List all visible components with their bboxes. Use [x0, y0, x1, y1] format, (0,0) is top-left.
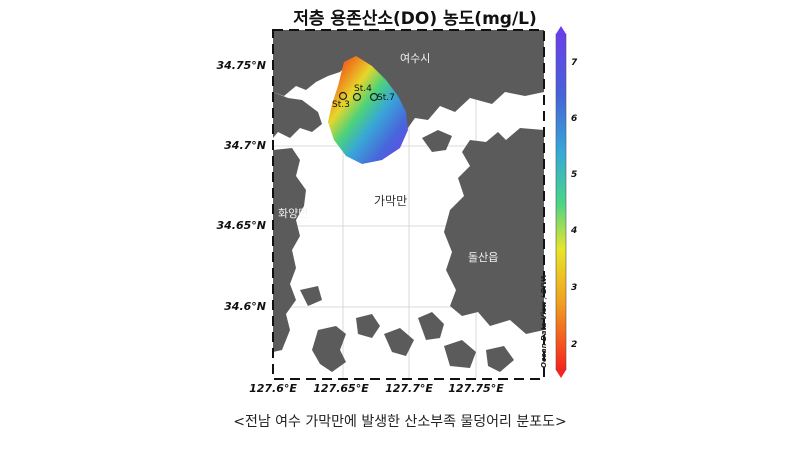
land-south-islands	[300, 286, 514, 372]
lat-tick-3475: 34.75°N	[216, 59, 267, 72]
colorbar-tick-4: 4	[571, 226, 578, 236]
label-gamak-bay: 가막만	[374, 194, 408, 208]
lon-tick-1277: 127.7°E	[385, 382, 433, 395]
station-st4-marker	[352, 92, 362, 102]
station-label-st4: St.4	[354, 84, 372, 94]
lat-tick-346: 34.6°N	[224, 300, 266, 313]
station-label-st3: St.3	[332, 100, 350, 110]
colorbar-tick-2: 2	[571, 340, 578, 350]
label-dolsan: 돌산읍	[468, 251, 499, 264]
colorbar-top-arrow	[556, 26, 566, 34]
colorbar-tick-5: 5	[571, 170, 578, 180]
land-west-upper	[273, 92, 322, 138]
land-yeosu	[273, 30, 544, 132]
colorbar-bottom-arrow	[556, 370, 566, 378]
station-label-st7: St.7	[377, 93, 395, 103]
lon-tick-12765: 127.65°E	[313, 382, 369, 395]
lat-tick-347: 34.7°N	[224, 139, 266, 152]
lon-tick-1276: 127.6°E	[249, 382, 297, 395]
map-title: 저층 용존산소(DO) 농도(mg/L)	[293, 9, 537, 29]
map-area	[273, 30, 544, 379]
lon-tick-12775: 127.75°E	[448, 382, 504, 395]
colorbar-tick-7: 7	[571, 58, 578, 68]
map-frame-border	[272, 29, 545, 380]
colorbar-tick-3: 3	[571, 283, 578, 293]
land-northeast	[422, 130, 452, 152]
lat-tick-3465: 34.65°N	[216, 219, 267, 232]
do-plume	[328, 56, 408, 164]
odv-credit: Ocean Data View / DIVA	[540, 274, 548, 368]
colorbar-tick-6: 6	[571, 114, 578, 124]
figure-caption: <전남 여수 가막만에 발생한 산소부족 물덩어리 분포도>	[233, 414, 567, 430]
land-hwayang	[273, 148, 306, 352]
label-hwayang: 화양면	[278, 207, 309, 220]
land-dolsan	[444, 128, 544, 334]
colorbar	[555, 33, 567, 371]
station-st7-marker	[369, 92, 379, 102]
label-yeosu: 여수시	[400, 52, 431, 65]
station-st3-marker	[338, 91, 348, 101]
station-markers	[338, 91, 379, 102]
